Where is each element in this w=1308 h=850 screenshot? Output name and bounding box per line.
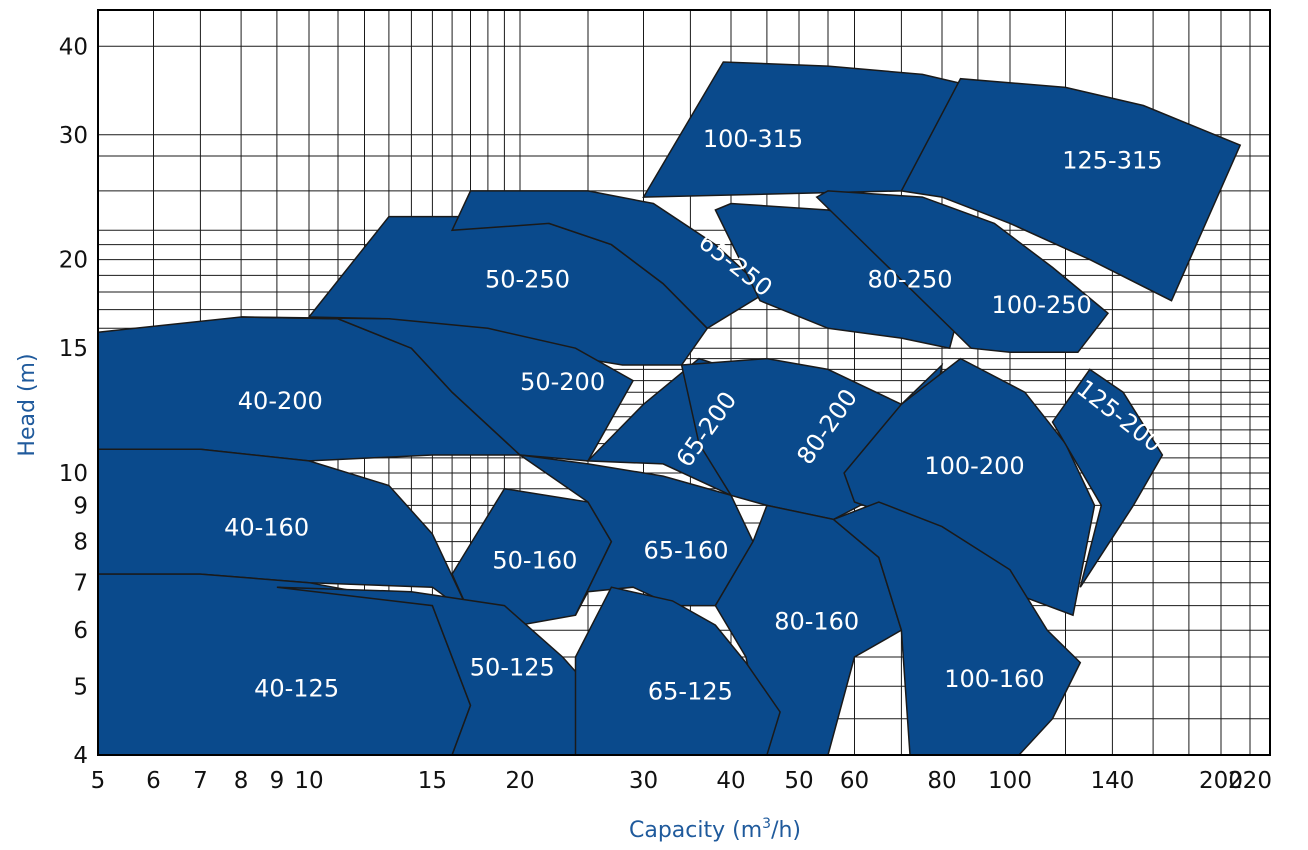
- pump-label-40-125: 40-125: [254, 674, 339, 702]
- pump-label-65-125: 65-125: [648, 678, 733, 706]
- pump-label-80-160: 80-160: [774, 608, 859, 636]
- x-tick-label: 200: [1199, 768, 1243, 794]
- x-tick-label: 10: [294, 768, 323, 794]
- plot-frame: [97, 9, 1271, 756]
- y-tick-label: 7: [73, 571, 88, 597]
- pump-label-100-315: 100-315: [703, 125, 803, 153]
- pump-region-125-315: [900, 77, 1242, 302]
- pump-label-65-160: 65-160: [643, 536, 728, 564]
- pump-region-100-250: [815, 190, 1110, 354]
- y-axis-title: Head (m): [15, 353, 40, 456]
- pump-label-50-250: 50-250: [485, 265, 570, 293]
- y-tick-label: 6: [73, 618, 88, 644]
- y-tick-label: 9: [73, 493, 88, 519]
- pump-label-100-160: 100-160: [944, 665, 1044, 693]
- pump-label-50-200: 50-200: [520, 368, 605, 396]
- y-tick-label: 8: [73, 530, 88, 556]
- y-tick-label: 5: [73, 674, 88, 700]
- pump-label-80-250: 80-250: [867, 265, 952, 293]
- pump-label-40-200: 40-200: [238, 387, 323, 415]
- x-tick-label: 140: [1090, 768, 1134, 794]
- x-tick-label: 30: [629, 768, 658, 794]
- pump-label-50-125: 50-125: [470, 653, 555, 681]
- pump-regions: [97, 61, 1242, 756]
- y-tick-label: 4: [73, 743, 88, 769]
- x-axis-title: Capacity (m3/h): [629, 816, 801, 843]
- y-tick-labels: 4 5 6 7 8 9 10 15 20 30 40: [59, 34, 88, 769]
- y-tick-label: 15: [59, 336, 88, 362]
- x-tick-label: 50: [784, 768, 813, 794]
- pump-label-100-250: 100-250: [992, 291, 1092, 319]
- x-tick-label: 5: [91, 768, 106, 794]
- y-tick-label: 20: [59, 248, 88, 274]
- pump-label-50-160: 50-160: [492, 547, 577, 575]
- pump-region-125-200: [1051, 368, 1164, 588]
- y-tick-label: 40: [59, 34, 88, 60]
- y-tick-label: 10: [59, 461, 88, 487]
- y-tick-label: 30: [59, 123, 88, 149]
- x-tick-label: 40: [716, 768, 745, 794]
- x-tick-label: 220: [1228, 768, 1272, 794]
- pump-label-100-200: 100-200: [924, 452, 1024, 480]
- pump-label-125-315: 125-315: [1062, 147, 1162, 175]
- x-tick-label: 9: [270, 768, 285, 794]
- x-tick-label: 60: [840, 768, 869, 794]
- x-tick-label: 80: [927, 768, 956, 794]
- x-tick-label: 8: [234, 768, 249, 794]
- x-tick-label: 6: [146, 768, 161, 794]
- pump-region-100-160: [832, 501, 1082, 756]
- x-tick-label: 7: [193, 768, 208, 794]
- x-tick-label: 100: [988, 768, 1032, 794]
- x-tick-label: 15: [418, 768, 447, 794]
- pump-label-40-160: 40-160: [224, 514, 309, 542]
- x-tick-label: 20: [505, 768, 534, 794]
